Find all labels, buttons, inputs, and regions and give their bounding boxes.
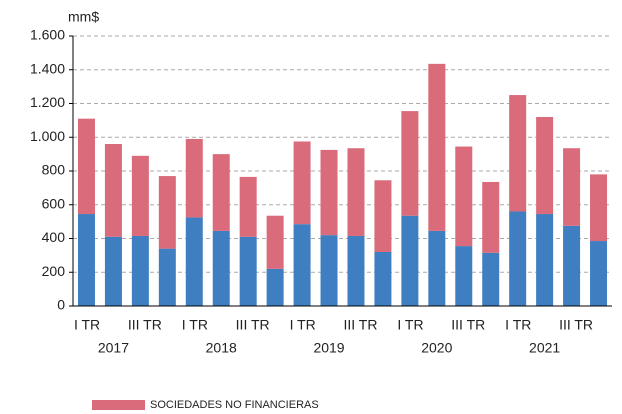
x-tick-label: I TR	[290, 317, 316, 333]
bar-segment	[401, 111, 419, 216]
bar-segment	[266, 215, 284, 269]
bar-segment	[320, 149, 338, 236]
bar-segment	[131, 155, 149, 236]
x-tick-label: III TR	[451, 317, 485, 333]
bar-segment	[131, 235, 149, 306]
y-tick-label: 800	[42, 162, 66, 178]
y-tick-label: 0	[57, 297, 65, 313]
legend-label: SOCIEDADES NO FINANCIERAS	[150, 399, 319, 411]
bar-segment	[482, 181, 500, 253]
bar-segment	[158, 176, 176, 249]
bar-segment	[536, 117, 554, 215]
bar-segment	[185, 138, 203, 218]
bar-segment	[347, 148, 365, 236]
x-tick-label: I TR	[397, 317, 423, 333]
bar-segment	[428, 63, 446, 231]
bar-segment	[374, 180, 392, 252]
bar-segment	[77, 118, 95, 215]
group-label: 2021	[529, 340, 560, 356]
x-tick-label: III TR	[128, 317, 162, 333]
x-tick-label: III TR	[236, 317, 270, 333]
bar-segment	[239, 236, 257, 306]
y-tick-label: 1.000	[30, 128, 65, 144]
x-tick-label: I TR	[182, 317, 208, 333]
bar-segment	[563, 225, 581, 306]
bar-segment	[266, 268, 284, 306]
x-tick-label: III TR	[559, 317, 593, 333]
bar-segment	[428, 230, 446, 306]
group-label: 2018	[206, 340, 237, 356]
bar-segment	[104, 144, 122, 237]
unit-label: mm$	[68, 9, 99, 25]
bar-segment	[239, 176, 257, 237]
y-tick-label: 1.200	[30, 94, 65, 110]
y-tick-label: 1.400	[30, 60, 65, 76]
bar-segment	[320, 235, 338, 306]
bar-segment	[212, 154, 230, 231]
bar-segment	[293, 141, 311, 225]
bar-segment	[455, 246, 473, 306]
bar-segment	[185, 217, 203, 306]
bar-segment	[158, 248, 176, 306]
bar-segment	[509, 211, 527, 306]
x-tick-label: I TR	[74, 317, 100, 333]
bar-segment	[212, 230, 230, 306]
bar-segment	[293, 224, 311, 306]
group-label: 2017	[98, 340, 129, 356]
bar-segment	[536, 214, 554, 306]
legend-swatch	[92, 400, 145, 410]
x-tick-label: I TR	[505, 317, 531, 333]
bar-segment	[563, 148, 581, 226]
bar-segment	[374, 252, 392, 306]
bar-segment	[482, 252, 500, 306]
bar-segment	[590, 241, 608, 306]
bar-segment	[104, 236, 122, 306]
y-tick-label: 1.600	[30, 27, 65, 43]
x-tick-label: III TR	[343, 317, 377, 333]
bar-segment	[509, 95, 527, 212]
bar-segment	[77, 214, 95, 306]
bar-segment	[347, 235, 365, 306]
bar-segment	[590, 174, 608, 242]
group-label: 2020	[421, 340, 452, 356]
group-label: 2019	[313, 340, 344, 356]
y-tick-label: 200	[42, 263, 66, 279]
y-tick-label: 600	[42, 195, 66, 211]
bar-segment	[455, 146, 473, 247]
y-tick-label: 400	[42, 229, 66, 245]
bar-segment	[401, 215, 419, 306]
